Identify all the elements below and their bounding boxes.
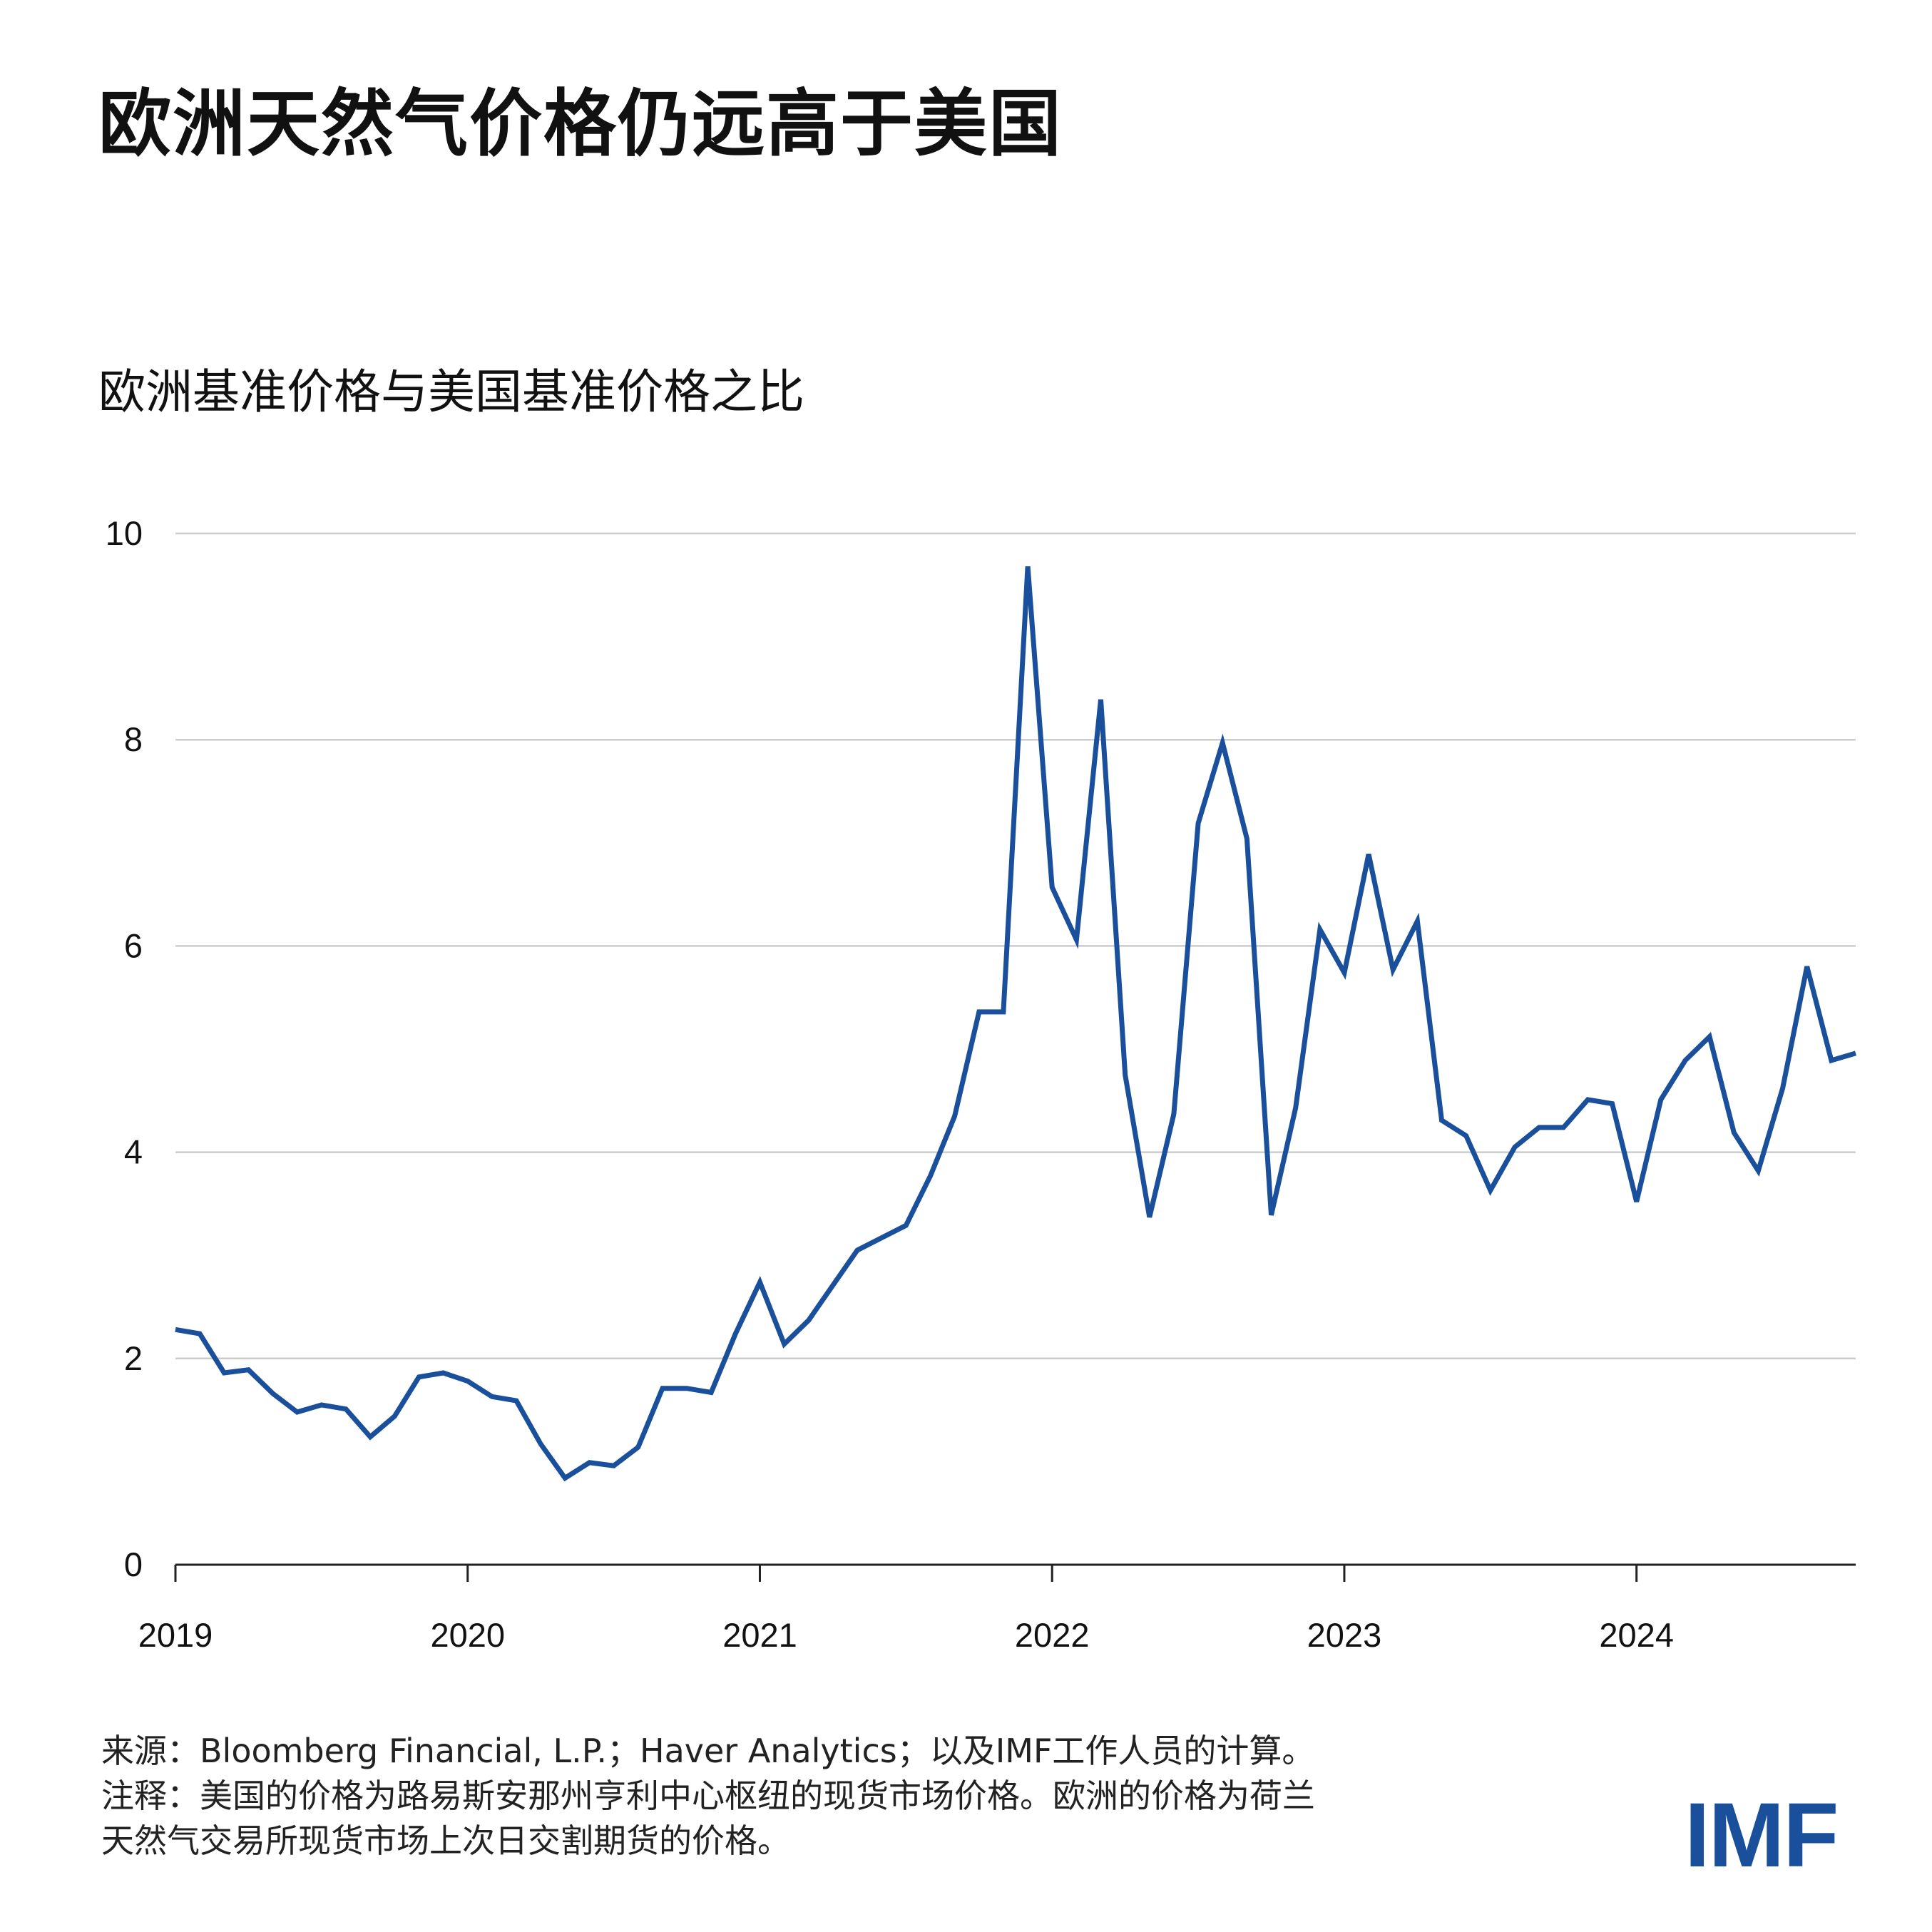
note-line-1: 注释：美国的价格为路易斯安那州亨利中心枢纽的现货市场价格。欧洲的价格为荷兰	[101, 1777, 1315, 1815]
note-line-2: 天然气交易所现货市场上次日交割期货的价格。	[101, 1821, 790, 1860]
y-tick-label-8: 8	[124, 720, 143, 758]
y-axis-label: 欧洲基准价格与美国基准价格之比	[98, 364, 804, 419]
y-tick-label-4: 4	[124, 1133, 143, 1171]
x-tick-label-2020: 2020	[430, 1616, 505, 1654]
chart-title: 欧洲天然气价格仍远高于美国	[98, 82, 1063, 167]
series-group	[175, 566, 1856, 1482]
imf-logo: IMF	[1685, 1784, 1839, 1886]
y-axis-ticks: 0 2 4 6 8 10	[106, 514, 143, 1583]
x-tick-label-2024: 2024	[1599, 1616, 1674, 1654]
gridlines	[175, 532, 1856, 1360]
footer-notes: 来源：Bloomberg Financial, L.P.；Haver Analy…	[101, 1729, 1315, 1864]
x-tick-label-2023: 2023	[1307, 1616, 1382, 1654]
y-tick-label-0: 0	[124, 1545, 143, 1583]
y-tick-label-2: 2	[124, 1339, 143, 1377]
y-tick-label-6: 6	[124, 926, 143, 964]
x-axis: 2019 2020 2021 2022 2023 2024	[138, 1563, 1856, 1654]
x-tick-label-2021: 2021	[722, 1616, 797, 1654]
source-note: 来源：Bloomberg Financial, L.P.；Haver Analy…	[101, 1732, 1315, 1770]
series-line-0	[175, 566, 1856, 1482]
x-tick-label-2022: 2022	[1015, 1616, 1090, 1654]
y-tick-label-10: 10	[106, 514, 143, 552]
x-tick-label-2019: 2019	[138, 1616, 213, 1654]
